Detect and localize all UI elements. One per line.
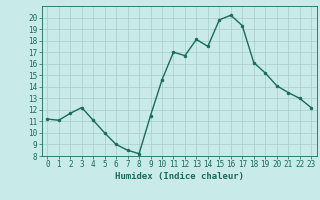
X-axis label: Humidex (Indice chaleur): Humidex (Indice chaleur): [115, 172, 244, 181]
